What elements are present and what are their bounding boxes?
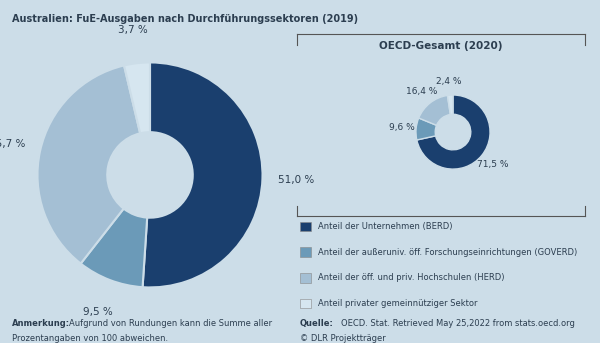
Text: 3,7 %: 3,7 % — [118, 25, 148, 35]
Wedge shape — [81, 209, 147, 287]
Wedge shape — [417, 95, 490, 169]
Text: Anteil der außeruniv. öff. Forschungseinrichtungen (GOVERD): Anteil der außeruniv. öff. Forschungsein… — [318, 248, 577, 257]
Wedge shape — [124, 62, 150, 133]
Text: Anteil der Unternehmen (BERD): Anteil der Unternehmen (BERD) — [318, 222, 452, 231]
Text: OECD. Stat. Retrieved May 25,2022 from stats.oecd.org: OECD. Stat. Retrieved May 25,2022 from s… — [341, 319, 575, 328]
Text: Anteil der öff. und priv. Hochschulen (HERD): Anteil der öff. und priv. Hochschulen (H… — [318, 273, 505, 282]
Text: Quelle:: Quelle: — [300, 319, 334, 328]
Text: 51,0 %: 51,0 % — [278, 175, 314, 185]
Text: Australien: FuE-Ausgaben nach Durchführungssektoren (2019): Australien: FuE-Ausgaben nach Durchführu… — [12, 14, 358, 24]
Text: 2,4 %: 2,4 % — [436, 76, 462, 86]
Text: Anteil privater gemeinnütziger Sektor: Anteil privater gemeinnütziger Sektor — [318, 299, 478, 308]
Wedge shape — [419, 95, 451, 125]
Wedge shape — [143, 62, 263, 287]
Text: 9,5 %: 9,5 % — [83, 307, 113, 317]
Text: 16,4 %: 16,4 % — [406, 87, 437, 96]
Text: 71,5 %: 71,5 % — [477, 159, 509, 169]
Wedge shape — [448, 95, 453, 115]
Wedge shape — [37, 66, 140, 263]
Wedge shape — [416, 118, 437, 140]
Text: Anmerkung:: Anmerkung: — [12, 319, 70, 328]
Text: © DLR Projektträger: © DLR Projektträger — [300, 334, 386, 343]
Text: 9,6 %: 9,6 % — [389, 123, 415, 132]
Text: Aufgrund von Rundungen kann die Summe aller: Aufgrund von Rundungen kann die Summe al… — [69, 319, 272, 328]
Text: Prozentangaben von 100 abweichen.: Prozentangaben von 100 abweichen. — [12, 334, 168, 343]
Text: 35,7 %: 35,7 % — [0, 139, 25, 149]
Text: OECD-Gesamt (2020): OECD-Gesamt (2020) — [379, 41, 503, 51]
